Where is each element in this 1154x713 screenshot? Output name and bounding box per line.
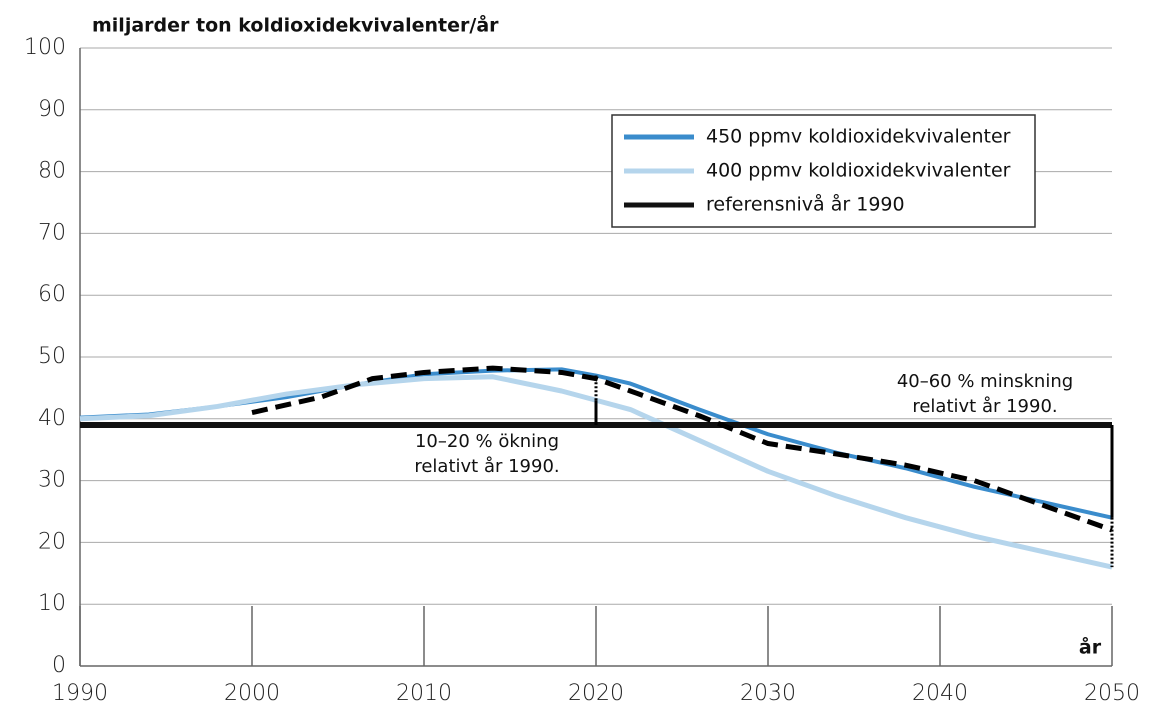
- y-tick-label: 90: [38, 97, 66, 122]
- annotation: relativt år 1990.: [912, 396, 1057, 417]
- x-tick-label: 2000: [224, 681, 280, 706]
- legend-label: 400 ppmv koldioxidekvivalenter: [706, 160, 1011, 182]
- y-tick-label: 70: [38, 220, 66, 245]
- y-tick-label: 20: [38, 529, 66, 554]
- y-tick-label: 10: [38, 591, 66, 616]
- x-axis-title: år: [1079, 635, 1102, 659]
- annotation: 40–60 % minskning: [897, 371, 1073, 392]
- legend-label: referensnivå år 1990: [706, 193, 905, 216]
- x-tick-label: 2050: [1084, 681, 1140, 706]
- y-axis-title: miljarder ton koldioxidekvivalenter/år: [92, 13, 499, 37]
- x-tick-label: 1990: [52, 681, 108, 706]
- y-tick-label: 50: [38, 344, 66, 369]
- x-tick-label: 2030: [740, 681, 796, 706]
- y-tick-label: 40: [38, 406, 66, 431]
- y-tick-label: 30: [38, 468, 66, 493]
- legend-label: 450 ppmv koldioxidekvivalenter: [706, 126, 1011, 148]
- y-tick-label: 0: [52, 653, 66, 678]
- x-tick-label: 2020: [568, 681, 624, 706]
- annotation: relativt år 1990.: [414, 456, 559, 477]
- x-tick-label: 2010: [396, 681, 452, 706]
- y-tick-label: 60: [38, 282, 66, 307]
- annotation: 10–20 % ökning: [415, 431, 559, 452]
- x-tick-label: 2040: [912, 681, 968, 706]
- series-line: [251, 365, 1113, 533]
- y-tick-label: 100: [24, 35, 66, 60]
- y-tick-label: 80: [38, 159, 66, 184]
